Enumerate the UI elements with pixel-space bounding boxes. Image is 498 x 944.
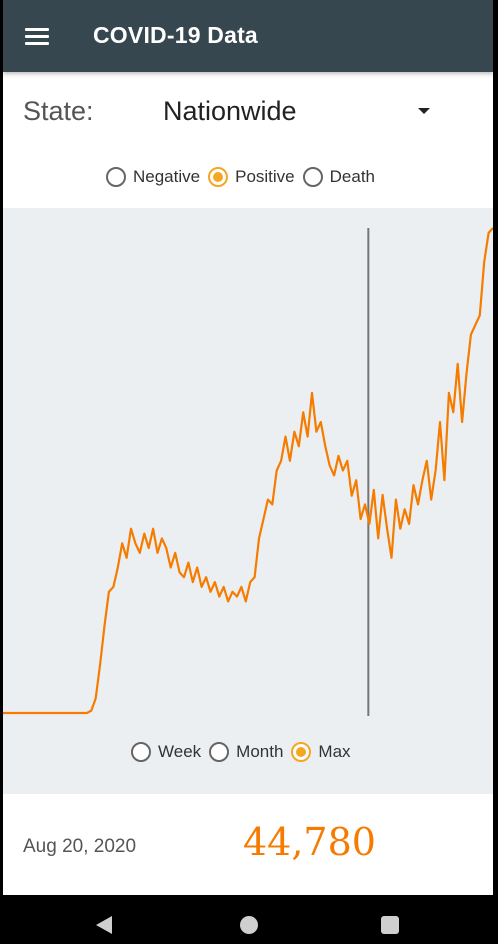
- range-radio-group: Week Month Max: [131, 742, 359, 762]
- radio-button-week[interactable]: [131, 742, 151, 762]
- range-option-max[interactable]: Max: [291, 742, 351, 762]
- radio-label-negative: Negative: [133, 167, 201, 186]
- radio-label-week: Week: [158, 742, 202, 761]
- hamburger-menu-icon[interactable]: [25, 28, 49, 46]
- recent-apps-icon[interactable]: [381, 916, 399, 934]
- metric-option-death[interactable]: Death: [302, 167, 376, 187]
- metric-radio-group: Negative Positive Death: [106, 167, 383, 187]
- metric-option-negative[interactable]: Negative: [106, 167, 200, 187]
- state-dropdown[interactable]: Nationwide: [163, 96, 443, 132]
- app-bar: COVID-19 Data: [3, 0, 493, 72]
- metric-option-positive[interactable]: Positive: [208, 167, 295, 187]
- range-option-month[interactable]: Month: [209, 742, 283, 762]
- state-label: State:: [23, 96, 94, 126]
- selected-date: Aug 20, 2020: [23, 836, 137, 857]
- radio-label-month: Month: [236, 742, 284, 761]
- back-icon[interactable]: [96, 916, 112, 934]
- radio-label-max: Max: [318, 742, 351, 761]
- line-chart[interactable]: [3, 208, 493, 794]
- radio-button-month[interactable]: [209, 742, 230, 762]
- radio-button-max[interactable]: [291, 742, 312, 762]
- selected-value: 44,780: [243, 820, 376, 864]
- radio-button-death[interactable]: [302, 167, 323, 187]
- app-screen: COVID-19 Data State: Nationwide Negative…: [3, 0, 493, 895]
- android-nav-bar: [0, 895, 498, 944]
- selection-summary: Aug 20, 2020 44,780: [3, 794, 493, 895]
- range-option-week[interactable]: Week: [131, 742, 201, 762]
- state-selected-value: Nationwide: [163, 96, 297, 126]
- dropdown-arrow-icon: [418, 108, 430, 114]
- home-icon[interactable]: [240, 916, 258, 934]
- radio-label-positive: Positive: [235, 167, 295, 186]
- radio-label-death: Death: [329, 167, 376, 186]
- chart-series-line: [3, 227, 493, 715]
- state-row: State: Nationwide: [3, 72, 493, 152]
- app-title: COVID-19 Data: [93, 22, 258, 48]
- radio-button-negative[interactable]: [106, 167, 126, 187]
- chart-area[interactable]: Week Month Max: [3, 208, 493, 841]
- radio-button-positive[interactable]: [208, 167, 229, 187]
